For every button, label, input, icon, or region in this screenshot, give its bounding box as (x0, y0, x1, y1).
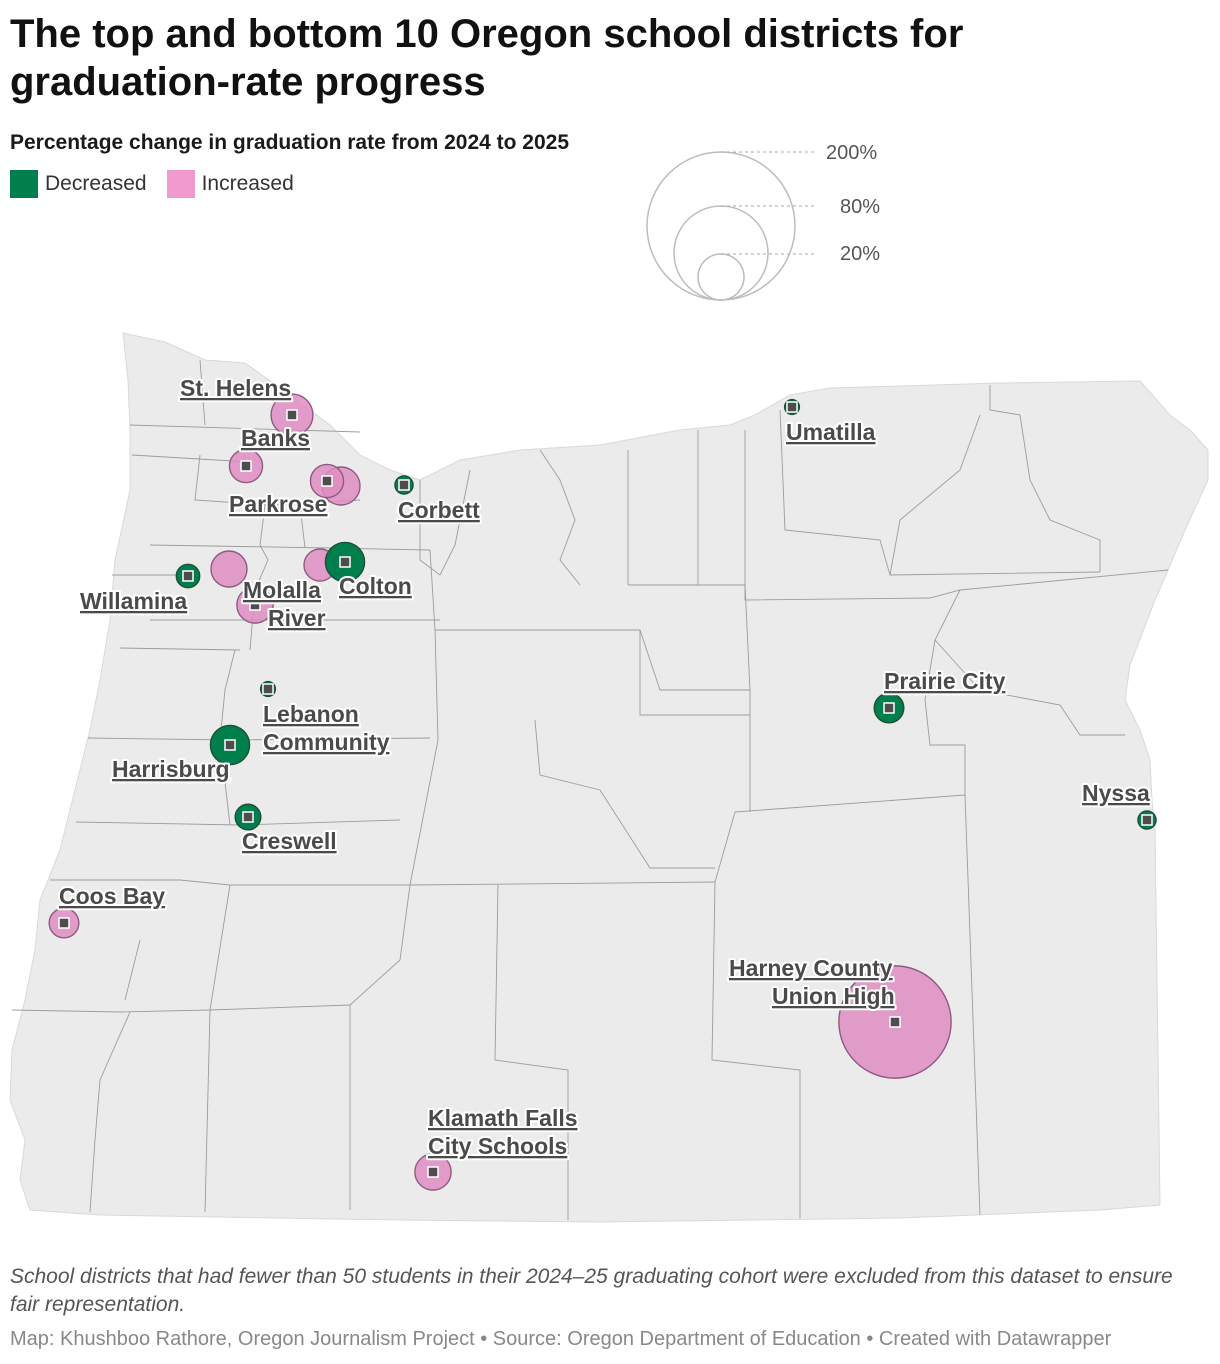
size-legend-circle-medium (673, 205, 769, 301)
district-bubbles (48, 393, 1157, 1191)
legend-decreased-label: Decreased (45, 172, 147, 195)
district-label-klamath-falls-city-schools-line-2[interactable]: City Schools (426, 1131, 569, 1161)
size-legend-circle-large (646, 151, 796, 301)
district-marker-willamina[interactable] (182, 570, 194, 582)
district-marker-banks[interactable] (240, 460, 252, 472)
district-marker-parkrose[interactable] (321, 475, 333, 487)
legend-increased-label: Increased (201, 172, 294, 195)
chart-subtitle: Percentage change in graduation rate fro… (10, 131, 570, 154)
district-marker-prairie-city[interactable] (883, 702, 895, 714)
district-marker-molalla-river[interactable] (249, 599, 261, 611)
district-marker-nyssa[interactable] (1141, 814, 1153, 826)
size-legend: 200% 80% 20% (646, 142, 880, 301)
footnote: School districts that had fewer than 50 … (10, 1265, 1173, 1316)
district-label-colton[interactable]: Colton (337, 571, 414, 601)
increased-swatch (166, 170, 195, 198)
district-marker-st-helens[interactable] (286, 409, 298, 421)
district-marker-umatilla[interactable] (786, 401, 798, 413)
district-label-molalla-river-line-1[interactable]: Molalla (241, 575, 323, 605)
district-bubble-extra-2[interactable] (210, 550, 248, 588)
district-labels: St. Helens Banks Parkrose Corbett Umatilla Wi… (57, 373, 1152, 1161)
district-label-corbett[interactable]: Corbett (396, 495, 482, 525)
district-label-coos-bay[interactable]: Coos Bay (57, 881, 167, 911)
district-marker-harney-county-union-high[interactable] (889, 1016, 901, 1028)
district-marker-lebanon-community[interactable] (262, 683, 274, 695)
size-tick-200: 200% (826, 142, 877, 164)
oregon-map[interactable]: St. Helens Banks Parkrose Corbett Umatilla Wi… (0, 320, 1220, 1230)
district-label-lebanon-community-line-2[interactable]: Community (261, 727, 392, 757)
district-marker-coos-bay[interactable] (58, 917, 70, 929)
size-legend-circle-small (697, 253, 745, 301)
district-marker-creswell[interactable] (242, 811, 254, 823)
district-label-st-helens[interactable]: St. Helens (178, 373, 293, 403)
district-label-klamath-falls-city-schools-line-1[interactable]: Klamath Falls (426, 1103, 580, 1133)
district-label-harney-county-union-high-line-2[interactable]: Union High (770, 981, 897, 1011)
district-marker-corbett[interactable] (398, 479, 410, 491)
district-label-harrisburg[interactable]: Harrisburg (110, 754, 232, 784)
color-legend: Decreased Increased (10, 170, 294, 198)
credit-line: Map: Khushboo Rathore, Oregon Journalism… (10, 1328, 1112, 1350)
district-label-molalla-river-line-2[interactable]: River (266, 603, 328, 633)
district-marker-colton[interactable] (339, 556, 351, 568)
district-label-prairie-city[interactable]: Prairie City (882, 666, 1008, 696)
size-tick-20: 20% (840, 243, 880, 265)
district-label-creswell[interactable]: Creswell (240, 826, 339, 856)
legend-decreased: Decreased (10, 170, 147, 198)
district-label-nyssa[interactable]: Nyssa (1080, 778, 1152, 808)
district-label-lebanon-community-line-1[interactable]: Lebanon (261, 699, 361, 729)
district-label-willamina[interactable]: Willamina (78, 586, 189, 616)
district-label-parkrose[interactable]: Parkrose (227, 489, 329, 519)
district-label-umatilla[interactable]: Umatilla (784, 417, 878, 447)
district-label-harney-county-union-high-line-1[interactable]: Harney County (727, 953, 895, 983)
district-label-banks[interactable]: Banks (239, 423, 312, 453)
size-tick-80: 80% (840, 196, 880, 218)
chart-title: The top and bottom 10 Oregon school dist… (10, 12, 964, 104)
district-marker-klamath-falls-city-schools[interactable] (427, 1166, 439, 1178)
decreased-swatch (10, 170, 38, 198)
district-marker-harrisburg[interactable] (224, 739, 236, 751)
legend-increased: Increased (166, 170, 294, 198)
